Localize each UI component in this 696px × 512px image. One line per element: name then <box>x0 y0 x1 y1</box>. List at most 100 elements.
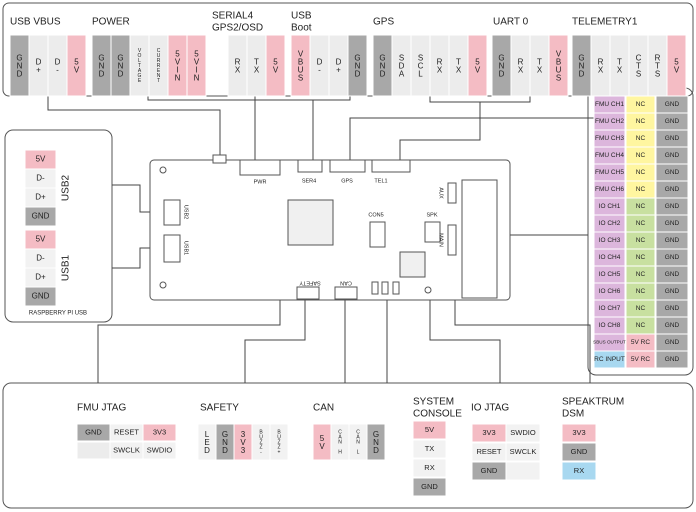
pin-cell <box>142 441 177 460</box>
pin-label: RESET <box>114 427 139 436</box>
pin-label: RC INPUT <box>594 356 625 363</box>
pin-cell <box>561 423 597 443</box>
group-title: GPS2/OSD <box>212 23 263 34</box>
connector <box>371 159 411 173</box>
pin-cell <box>366 423 386 461</box>
pin-label: SWDIO <box>510 428 536 437</box>
connector <box>212 154 227 164</box>
pin-label: GND <box>372 430 381 454</box>
pin-cell <box>655 350 689 369</box>
group-title: USB VBUS <box>10 17 61 28</box>
group-title: UART 0 <box>493 17 529 28</box>
pin-label: 5V <box>72 58 81 74</box>
connector <box>424 221 441 243</box>
board-label: CAN <box>340 280 352 286</box>
pin-label: BUZZ- <box>258 430 264 455</box>
pin-label: 3V3 <box>482 428 495 437</box>
pin-label: 5V <box>36 235 46 244</box>
pin-label: D- <box>315 58 324 74</box>
pin-cell <box>412 439 447 459</box>
group-title: GPS <box>373 17 394 28</box>
wire <box>429 300 501 383</box>
chip <box>399 251 426 278</box>
pin-label: IO CH3 <box>599 237 621 244</box>
connector <box>334 286 358 300</box>
connector <box>329 159 366 173</box>
pin-label: VOLTAGE <box>137 48 143 83</box>
processor <box>287 199 334 246</box>
pin-cell <box>548 34 569 97</box>
pin-label: FMU CH2 <box>595 118 624 125</box>
pin-label: TX <box>252 58 261 74</box>
pin-label: FMU CH6 <box>595 186 624 193</box>
pin-cell <box>347 34 368 97</box>
hole <box>424 286 432 294</box>
pin-label: NC <box>636 271 646 278</box>
wire <box>399 102 481 160</box>
pin-label: GND <box>481 466 498 475</box>
board-label: USB2 <box>183 205 189 219</box>
pin-label: GND <box>665 118 680 125</box>
wires <box>47 96 626 383</box>
pin-label: GND <box>353 54 362 78</box>
pin-label: GND <box>15 54 24 78</box>
pin-label: RTS <box>653 54 662 78</box>
pin-label: IO CH1 <box>599 203 621 210</box>
pin-label: RX <box>574 466 584 475</box>
pin-label: 5V <box>271 58 280 74</box>
pin-label: RX <box>516 58 525 74</box>
group-label: USB2 <box>61 175 72 202</box>
pin-label: D+ <box>334 58 343 74</box>
pin-cell <box>625 350 656 369</box>
pin-label: GND <box>665 356 680 363</box>
group-title: CONSOLE <box>413 409 462 420</box>
board-label: PWR <box>254 179 267 185</box>
pin-label: FMU CH1 <box>595 101 624 108</box>
pin-label: GND <box>32 212 50 221</box>
connector <box>239 159 281 176</box>
wire <box>97 299 281 383</box>
board-label: SAFETY <box>299 280 321 286</box>
pin-label: CURRENT <box>156 48 162 83</box>
pin-label: NC <box>636 135 646 142</box>
pin-label: NC <box>636 254 646 261</box>
pin-label: NC <box>636 322 646 329</box>
pin-label: RX <box>596 58 605 74</box>
board-label: CON5 <box>368 212 383 218</box>
connector <box>163 234 181 263</box>
board-label: GPS <box>341 178 353 184</box>
board-label: TEL1 <box>374 178 387 184</box>
pin-label: IO CH7 <box>599 305 621 312</box>
wire <box>244 299 306 383</box>
pin-label: 5VIN <box>173 50 182 82</box>
board-label: MAIN <box>438 233 444 247</box>
pin-label: NC <box>636 220 646 227</box>
pin-cell <box>142 423 177 442</box>
pin-label: IO CH6 <box>599 288 621 295</box>
group-title: SAFETY <box>200 403 239 414</box>
pin-cell <box>505 423 541 443</box>
pin-label: GND <box>665 322 680 329</box>
board-label: SPK <box>426 212 437 218</box>
pin-label: 3V3 <box>239 430 248 454</box>
group-title: CAN <box>313 403 334 414</box>
connector <box>369 221 386 248</box>
board <box>149 154 511 301</box>
pin-label: GND <box>665 254 680 261</box>
pin-label: FMU CH5 <box>595 169 624 176</box>
group-title: SERIAL4 <box>212 11 254 22</box>
pin-cell <box>561 442 597 462</box>
pin-cell <box>412 477 447 497</box>
wire <box>429 96 531 103</box>
pin-label: GND <box>577 54 586 78</box>
wire <box>454 300 591 383</box>
pin-cell <box>505 442 541 462</box>
pin-label: 5V <box>473 58 482 74</box>
pin-label: GND <box>97 54 106 78</box>
pin-label: IO CH8 <box>599 322 621 329</box>
pin-cell <box>505 461 541 481</box>
group-title: POWER <box>92 17 130 28</box>
board-label: AUX <box>438 187 444 199</box>
pin-label: RESET <box>476 447 501 456</box>
hole <box>159 281 167 289</box>
